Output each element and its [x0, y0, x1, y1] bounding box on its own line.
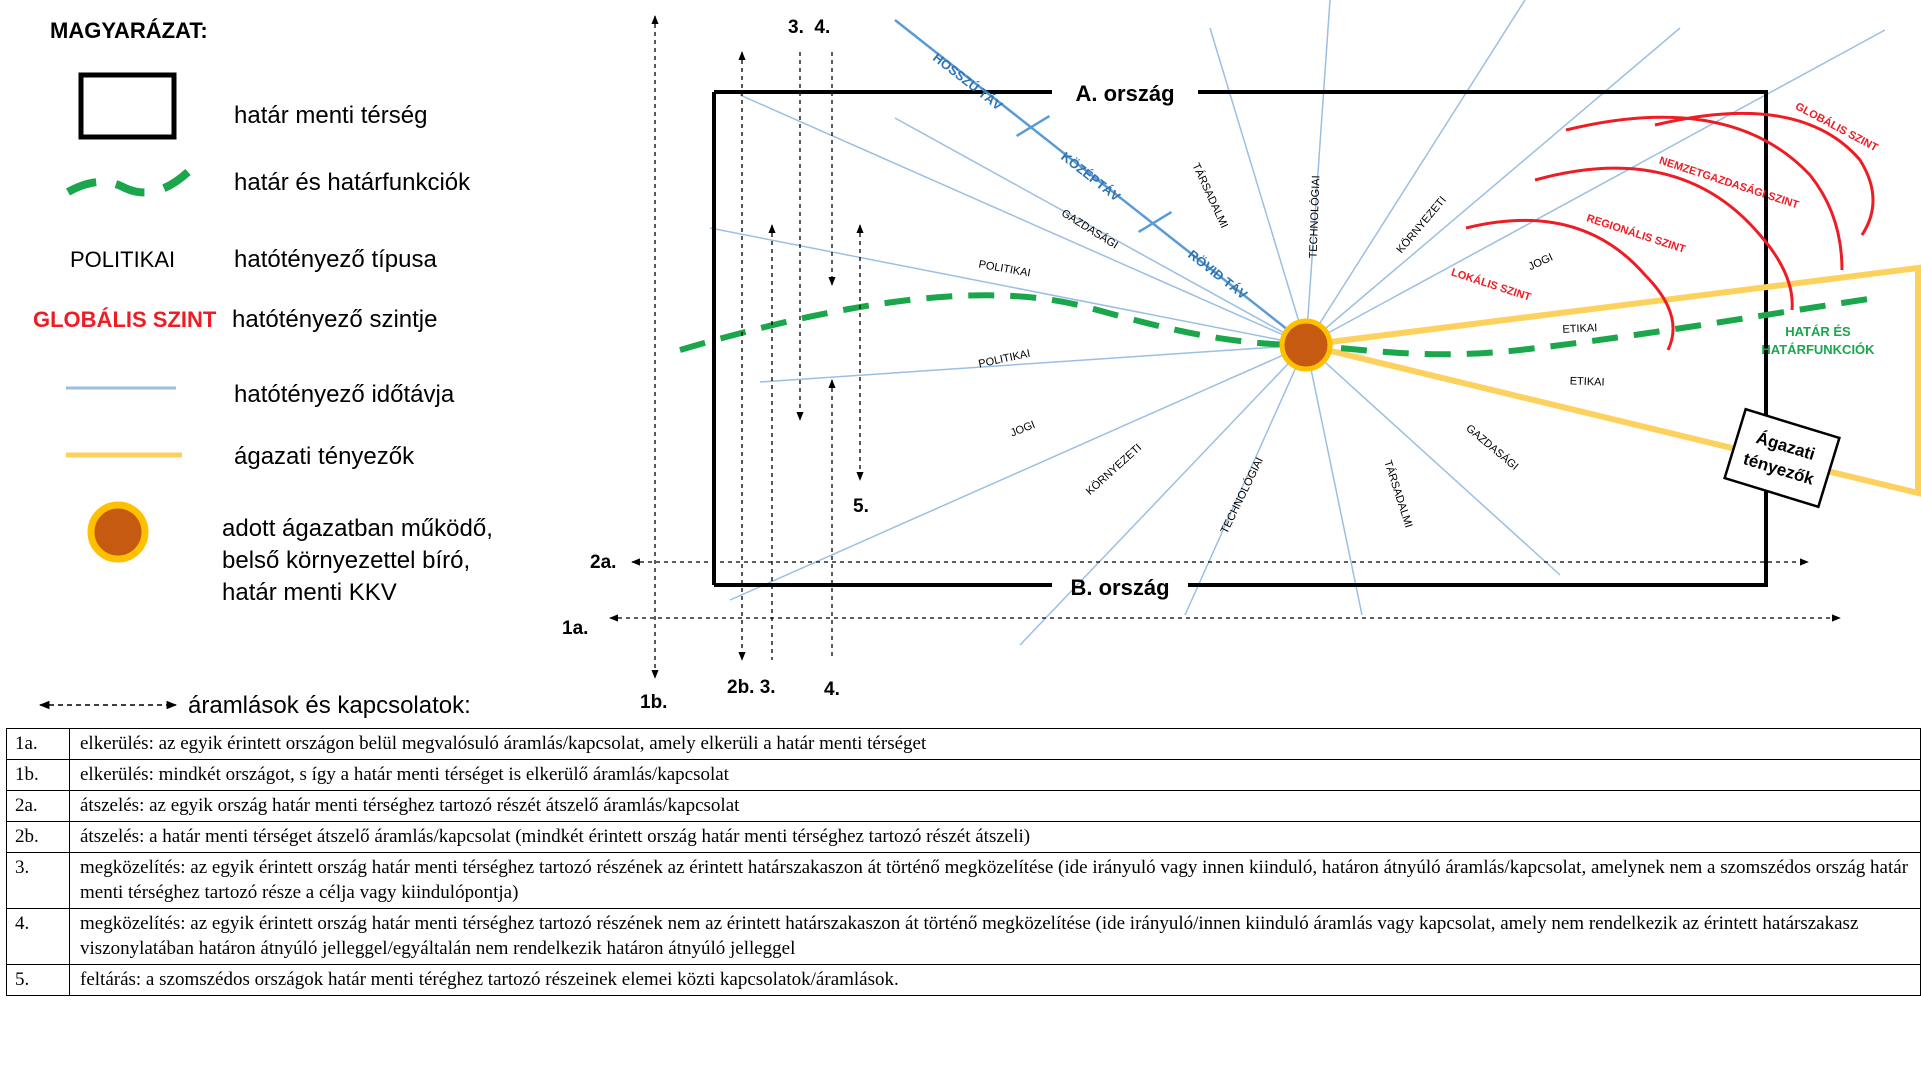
border-region-frame: A. ország B. ország — [712, 81, 1768, 600]
table-row: 3. megközelítés: az egyik érintett ország… — [6, 852, 1921, 909]
legend-factor-level-sample: GLOBÁLIS SZINT — [33, 307, 217, 332]
flow-code: 4. — [6, 908, 70, 965]
level-national: NEMZETGAZDASÁGI SZINT — [1658, 154, 1801, 212]
factor-level-labels: LOKÁLIS SZINT REGIONÁLIS SZINT NEMZETGAZ… — [1450, 100, 1881, 304]
flow-code: 5. — [6, 964, 70, 996]
flow-label-2b-3: 2b. 3. — [727, 677, 776, 698]
flow-code: 1a. — [6, 728, 70, 760]
flow-code: 1b. — [6, 759, 70, 791]
table-row: 2b. átszelés: a határ menti térséget átsz… — [6, 821, 1921, 853]
flow-label-3-4-top: 3. 4. — [788, 17, 830, 38]
legend-factor-type-sample: POLITIKAI — [70, 247, 175, 272]
flow-description: megközelítés: az egyik érintett ország h… — [69, 908, 1921, 965]
legend-label-flows: áramlások és kapcsolatok: — [188, 692, 471, 719]
border-label-line1: HATÁR ÉS — [1785, 324, 1851, 339]
time-horizon-axis: HOSSZÚ TÁV KÖZÉPTÁV RÖVID TÁV — [894, 19, 1289, 331]
legend: MAGYARÁZAT: határ menti térség határ és … — [33, 18, 493, 719]
flow-code: 2b. — [6, 821, 70, 853]
legend-label-factor-level: hatótényező szintje — [232, 306, 437, 333]
factor-bottom-technologiai: TECHNOLÓGIAI — [1218, 455, 1266, 535]
legend-label-border-region: határ menti térség — [234, 102, 427, 129]
time-short-label: RÖVID TÁV — [1185, 247, 1250, 303]
flow-code: 2a. — [6, 790, 70, 822]
flow-label-1a: 1a. — [562, 618, 588, 639]
sme-symbol — [87, 501, 149, 563]
border-region-diagram: MAGYARÁZAT: határ menti térség határ és … — [33, 0, 1921, 719]
factor-bottom-kornyezeti: KÖRNYEZETI — [1084, 442, 1144, 498]
factor-bottom-tarsadalmi: TÁRSADALMI — [1381, 458, 1415, 529]
legend-title: MAGYARÁZAT: — [50, 18, 208, 43]
table-row: 1b. elkerülés: mindkét országot, s így a … — [6, 759, 1921, 791]
table-row: 2a. átszelés: az egyik ország határ menti… — [6, 790, 1921, 822]
factor-top-tarsadalmi: TÁRSADALMI — [1189, 161, 1230, 230]
legend-label-sme-line3: határ menti KKV — [222, 579, 397, 606]
table-row: 1a. elkerülés: az egyik érintett országon… — [6, 728, 1921, 760]
border-line: HATÁR ÉS HATÁRFUNKCIÓK — [679, 292, 1876, 358]
flow-label-2a: 2a. — [590, 552, 616, 573]
factor-top-jogi: JOGI — [1527, 251, 1555, 273]
country-a-label: A. ország — [1075, 81, 1174, 106]
flow-description: átszelés: az egyik ország határ menti té… — [69, 790, 1921, 822]
level-global: GLOBÁLIS SZINT — [1793, 100, 1880, 155]
flows — [609, 15, 1841, 679]
time-long-label: HOSSZÚ TÁV — [930, 50, 1006, 114]
flow-label-1b: 1b. — [640, 692, 667, 713]
country-b-label: B. ország — [1070, 575, 1169, 600]
flow-description: feltárás: a szomszédos országok határ me… — [69, 964, 1921, 996]
flow-code: 3. — [6, 852, 70, 909]
border-label-line2: HATÁRFUNKCIÓK — [1761, 342, 1875, 357]
flow-label-5: 5. — [853, 496, 869, 517]
legend-label-sector-factors: ágazati tényezők — [234, 443, 415, 470]
flow-types-table: 1a. elkerülés: az egyik érintett országon… — [6, 728, 1921, 996]
border-region-symbol — [78, 72, 177, 140]
factor-bottom-gazdasagi: GAZDASÁGI — [1463, 422, 1521, 473]
factor-top-politikai: POLITIKAI — [978, 259, 1032, 280]
sector-factors-wedge: Ágazati tényezők — [1305, 264, 1921, 509]
legend-label-border-functions: határ és határfunkciók — [234, 169, 471, 196]
factor-top-etikai: ETIKAI — [1562, 322, 1597, 336]
factor-bottom-politikai: POLITIKAI — [977, 348, 1031, 371]
legend-label-time-horizon: hatótényező időtávja — [234, 381, 455, 408]
level-regional: REGIONÁLIS SZINT — [1585, 212, 1688, 256]
green-dashed-symbol — [66, 168, 191, 197]
flow-description: elkerülés: mindkét országot, s így a hat… — [69, 759, 1921, 791]
sme-node — [1279, 318, 1333, 372]
flow-types-table-body: 1a. elkerülés: az egyik érintett országon… — [6, 728, 1921, 996]
factor-bottom-etikai: ETIKAI — [1569, 375, 1604, 388]
legend-label-sme-line2: belső környezettel bíró, — [222, 547, 470, 574]
flow-description: megközelítés: az egyik érintett ország h… — [69, 852, 1921, 909]
table-row: 5. feltárás: a szomszédos országok határ … — [6, 964, 1921, 996]
legend-label-factor-type: hatótényező típusa — [234, 246, 437, 273]
factor-rays — [709, 0, 1886, 646]
factor-bottom-jogi: JOGI — [1009, 419, 1037, 440]
time-mid-label: KÖZÉPTÁV — [1058, 149, 1123, 205]
factor-top-gazdasagi: GAZDASÁGI — [1059, 207, 1120, 252]
flow-description: elkerülés: az egyik érintett országon be… — [69, 728, 1921, 760]
level-local: LOKÁLIS SZINT — [1450, 266, 1533, 304]
factor-levels — [1465, 111, 1875, 351]
flow-description: átszelés: a határ menti térséget átszelő… — [69, 821, 1921, 853]
flow-labels: 3. 4. 1b. 2a. 1a. 2b. 3. 4. 5. — [562, 17, 869, 713]
factor-top-technologiai: TECHNOLÓGIAI — [1307, 175, 1323, 259]
legend-label-sme-line1: adott ágazatban működő, — [222, 515, 493, 542]
flow-label-4-bottom: 4. — [824, 679, 840, 700]
table-row: 4. megközelítés: az egyik érintett ország… — [6, 908, 1921, 965]
